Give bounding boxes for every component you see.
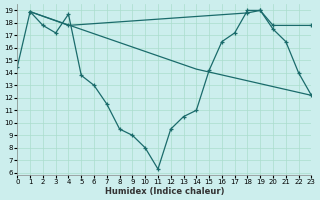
X-axis label: Humidex (Indice chaleur): Humidex (Indice chaleur): [105, 187, 224, 196]
